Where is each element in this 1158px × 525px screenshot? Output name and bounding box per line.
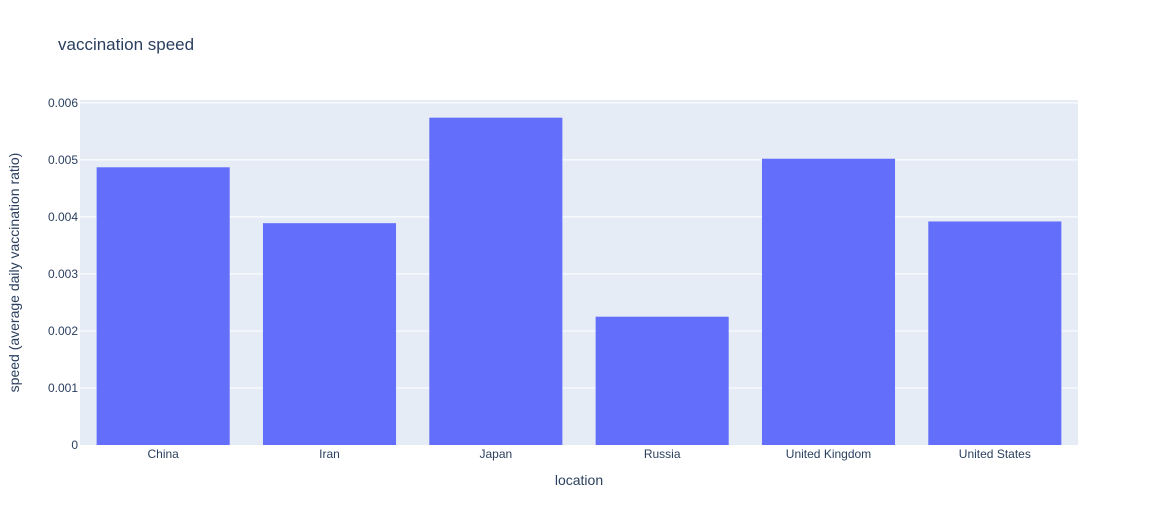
x-tick-label: China: [147, 447, 179, 461]
y-tick-label: 0.005: [48, 153, 78, 167]
bar-iran[interactable]: [262, 223, 397, 445]
x-axis-ticks: China Iran Japan Russia United Kingdom United…: [147, 447, 1030, 461]
y-tick-label: 0: [71, 438, 78, 452]
bar-china[interactable]: [96, 167, 230, 446]
y-tick-label: 0.006: [48, 96, 78, 110]
y-tick-label: 0.002: [48, 324, 78, 338]
x-tick-label: Japan: [479, 447, 512, 461]
x-tick-label: United States: [959, 447, 1031, 461]
y-axis-ticks: 0 0.001 0.002 0.003 0.004 0.005 0.006: [48, 96, 78, 452]
y-tick-label: 0.004: [48, 210, 78, 224]
y-axis-title: speed (average daily vaccination ratio): [6, 153, 22, 393]
bar-united-kingdom[interactable]: [761, 158, 896, 445]
bar-russia[interactable]: [595, 316, 729, 445]
bar-united-states[interactable]: [928, 221, 1062, 445]
x-axis-title: location: [555, 472, 603, 488]
gridlines: [80, 102, 1078, 389]
y-tick-label: 0.003: [48, 267, 78, 281]
chart-title: vaccination speed: [58, 35, 194, 54]
x-tick-label: United Kingdom: [786, 447, 871, 461]
bar-japan[interactable]: [429, 117, 563, 446]
y-tick-label: 0.001: [48, 381, 78, 395]
bars: [96, 117, 1062, 446]
x-tick-label: Russia: [644, 447, 681, 461]
x-tick-label: Iran: [319, 447, 340, 461]
